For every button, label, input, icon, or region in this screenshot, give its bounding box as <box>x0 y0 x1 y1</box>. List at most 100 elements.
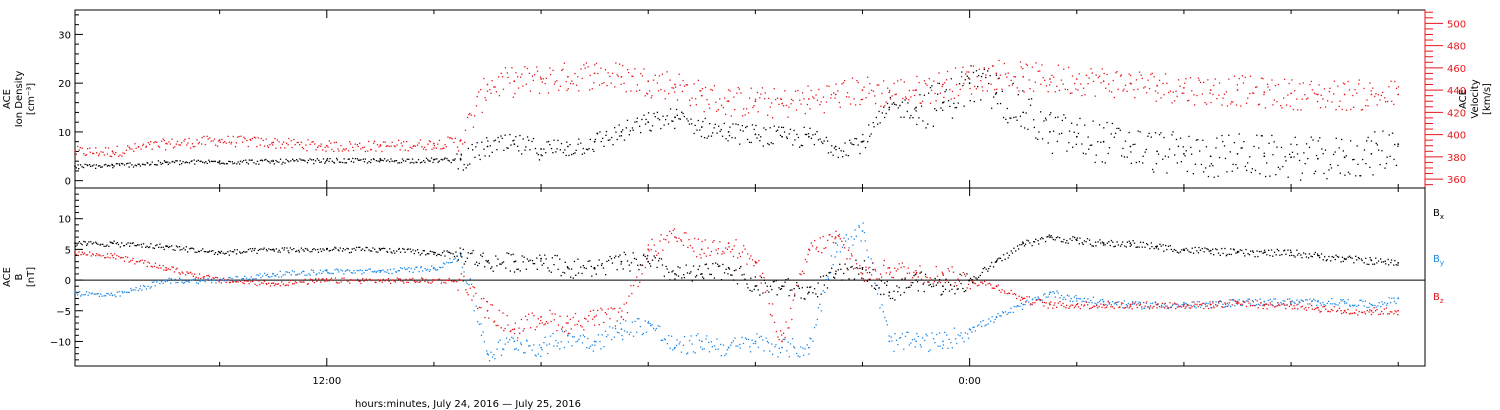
bz-series-sample <box>285 284 288 286</box>
by-series-sample <box>157 279 159 282</box>
density-series-sample <box>654 116 656 118</box>
density-series-sample <box>803 126 805 128</box>
density-series-sample <box>734 137 736 139</box>
velocity-series-sample <box>192 145 194 148</box>
density-series-sample <box>756 137 758 139</box>
by-series-sample <box>1224 306 1226 308</box>
velocity-series-point <box>647 80 650 83</box>
bx-series-sample <box>339 247 341 249</box>
bz-series-sample <box>1308 307 1310 309</box>
bz-series-sample <box>1188 304 1190 306</box>
by-series-sample <box>425 269 428 271</box>
density-series-sample <box>906 110 908 113</box>
density-series-sample <box>755 124 757 127</box>
density-series-sample <box>1145 148 1147 151</box>
velocity-series-sample <box>103 154 105 156</box>
by-series-sample <box>1002 312 1005 314</box>
bz-series-sample <box>1052 307 1054 309</box>
velocity-series-sample <box>171 138 173 140</box>
velocity-series-sample <box>612 72 614 74</box>
by-series-sample <box>579 335 582 337</box>
by-series-sample <box>90 293 92 295</box>
density-series-sample <box>406 158 408 160</box>
bz-series-sample <box>418 281 420 283</box>
density-series-sample <box>991 107 993 109</box>
bx-series-sample <box>1125 246 1127 248</box>
bz-series-sample <box>712 241 714 243</box>
bz-series-sample <box>928 281 930 283</box>
bz-series-sample <box>208 276 211 278</box>
by-series-sample <box>356 269 358 272</box>
velocity-series-sample <box>1155 100 1157 102</box>
velocity-series-sample <box>724 97 726 99</box>
bz-series-sample <box>480 307 482 309</box>
bx-series-sample <box>672 270 674 272</box>
bz-series-sample <box>1224 303 1227 305</box>
by-series-sample <box>948 338 950 340</box>
bx-series-sample <box>203 250 205 253</box>
velocity-series-sample <box>174 146 176 148</box>
bx-series-sample <box>529 259 531 261</box>
by-series-sample <box>720 343 722 346</box>
velocity-series-point <box>218 139 221 142</box>
bz-series-sample <box>1305 306 1307 309</box>
velocity-series-sample <box>1031 66 1033 68</box>
density-series-sample <box>1222 140 1224 143</box>
velocity-series <box>74 59 1400 158</box>
bx-series-sample <box>311 250 313 253</box>
density-series-sample <box>543 148 545 150</box>
bz-series-sample <box>1053 304 1055 306</box>
bz-series-sample <box>443 281 445 284</box>
bx-series-sample <box>837 269 839 271</box>
by-series-sample <box>312 269 314 272</box>
velocity-series-sample <box>385 145 387 147</box>
density-series-sample <box>835 149 837 151</box>
bz-series-sample <box>514 322 516 324</box>
velocity-series-sample <box>935 100 937 102</box>
bx-series-sample <box>485 259 487 262</box>
bz-series-sample <box>737 257 739 259</box>
density-series-sample <box>763 127 765 129</box>
bz-series-sample <box>874 270 877 272</box>
velocity-series-sample <box>710 88 712 91</box>
bx-series-sample <box>228 254 230 256</box>
by-series-sample <box>855 235 857 237</box>
velocity-series-sample <box>883 80 885 82</box>
density-series-sample <box>860 141 862 143</box>
by-series-sample <box>280 276 283 278</box>
density-series-sample <box>467 147 469 150</box>
bz-series-sample <box>344 279 347 281</box>
density-series-sample <box>1050 112 1052 114</box>
bz-series-sample <box>304 278 306 280</box>
velocity-series-sample <box>609 75 611 77</box>
by-series-sample <box>553 345 555 347</box>
by-series-sample <box>621 334 623 337</box>
bx-series-sample <box>863 260 866 262</box>
by-series-sample <box>440 267 442 269</box>
by-series-sample <box>901 333 904 335</box>
bz-series-sample <box>957 278 959 280</box>
legend-bz: Bz <box>1433 292 1444 305</box>
velocity-series-sample <box>1045 85 1048 87</box>
density-series-sample <box>1168 148 1171 150</box>
by-series-sample <box>1349 305 1351 308</box>
by-series-sample <box>85 291 88 293</box>
velocity-series-sample <box>413 145 415 147</box>
bz-series-sample <box>1254 305 1256 307</box>
density-series-sample <box>1010 117 1012 119</box>
velocity-series-sample <box>884 104 886 107</box>
by-series-sample <box>1162 306 1164 308</box>
density-series-point <box>325 159 328 162</box>
bx-series-sample <box>605 274 607 276</box>
velocity-series-sample <box>1210 101 1212 104</box>
density-series-sample <box>1135 161 1137 164</box>
bx-series-sample <box>1345 258 1347 260</box>
bx-series-sample <box>1380 258 1382 260</box>
velocity-series-sample <box>1003 62 1005 65</box>
bx-series-sample <box>923 290 925 293</box>
density-series-sample <box>154 163 156 166</box>
density-series-sample <box>338 161 341 163</box>
bz-series-sample <box>354 279 356 282</box>
bz-series-sample <box>787 327 789 329</box>
velocity-series-sample <box>1283 97 1285 99</box>
